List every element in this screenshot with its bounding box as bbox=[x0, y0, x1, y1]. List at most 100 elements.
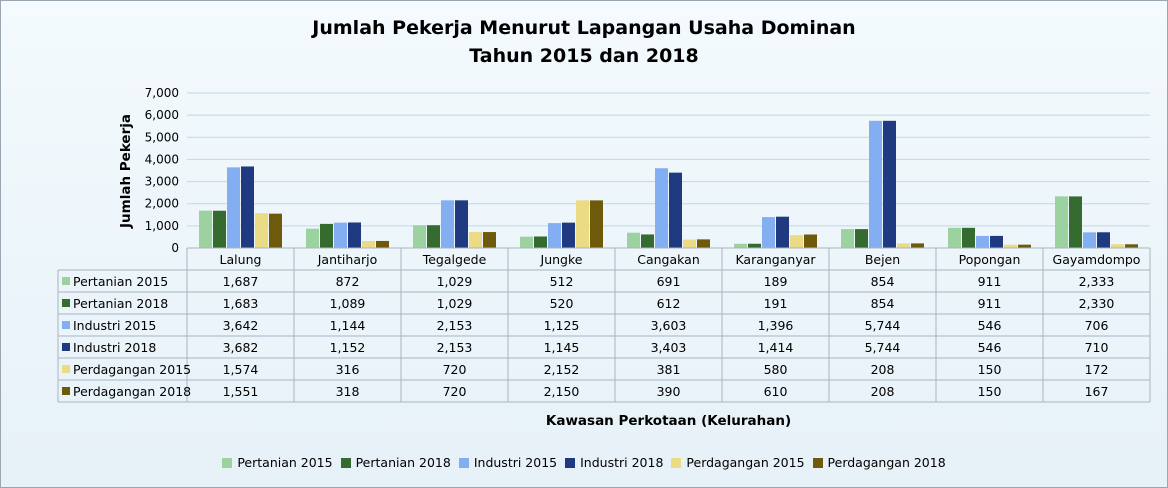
data-label: 172 bbox=[1085, 362, 1109, 377]
bar bbox=[748, 243, 761, 248]
table-series-label: Pertanian 2015 bbox=[73, 274, 168, 289]
data-label: 1,687 bbox=[223, 274, 259, 289]
data-label: 2,153 bbox=[437, 340, 473, 355]
bar bbox=[469, 232, 482, 248]
bar bbox=[897, 243, 910, 248]
data-label: 1,396 bbox=[758, 318, 794, 333]
data-label: 150 bbox=[978, 384, 1002, 399]
data-label: 1,145 bbox=[544, 340, 580, 355]
bar bbox=[1083, 232, 1096, 248]
data-label: 1,152 bbox=[330, 340, 366, 355]
bar bbox=[241, 166, 254, 248]
x-category-label: Bejen bbox=[865, 252, 900, 267]
legend-swatch bbox=[222, 457, 233, 468]
bar bbox=[697, 239, 710, 248]
data-label: 2,152 bbox=[544, 362, 580, 377]
legend-swatch bbox=[812, 457, 823, 468]
bar bbox=[776, 216, 789, 248]
chart-title: Jumlah Pekerja Menurut Lapangan Usaha Do… bbox=[312, 17, 856, 39]
bar bbox=[562, 222, 575, 248]
bar bbox=[911, 243, 924, 248]
bar bbox=[1018, 244, 1031, 248]
y-tick-label: 2,000 bbox=[145, 197, 179, 211]
legend-swatch bbox=[671, 457, 682, 468]
bar bbox=[641, 234, 654, 248]
legend-item: Pertanian 2015 bbox=[222, 455, 333, 470]
bar bbox=[213, 210, 226, 248]
y-tick-label: 5,000 bbox=[145, 130, 179, 144]
data-label: 854 bbox=[871, 296, 895, 311]
bar bbox=[306, 228, 319, 248]
x-axis-label: Kawasan Perkotaan (Kelurahan) bbox=[546, 413, 791, 429]
bar bbox=[762, 217, 775, 248]
bar bbox=[1055, 196, 1068, 248]
data-label: 911 bbox=[978, 274, 1002, 289]
data-label: 546 bbox=[978, 318, 1002, 333]
bar bbox=[413, 225, 426, 248]
table-series-label: Pertanian 2018 bbox=[73, 296, 168, 311]
data-label: 1,414 bbox=[758, 340, 794, 355]
x-category-label: Karanganyar bbox=[735, 252, 816, 267]
data-label: 1,574 bbox=[223, 362, 259, 377]
data-label: 710 bbox=[1085, 340, 1109, 355]
bar bbox=[1004, 244, 1017, 248]
legend-label: Pertanian 2015 bbox=[237, 455, 333, 470]
bar bbox=[841, 229, 854, 248]
data-label: 854 bbox=[871, 274, 895, 289]
bar bbox=[1097, 232, 1110, 248]
bar bbox=[962, 227, 975, 248]
x-category-label: Popongan bbox=[959, 252, 1021, 267]
data-label: 872 bbox=[336, 274, 360, 289]
bar bbox=[441, 200, 454, 248]
y-tick-label: 4,000 bbox=[145, 152, 179, 166]
bar bbox=[627, 232, 640, 248]
y-axis-label: Jumlah Pekerja bbox=[118, 114, 134, 229]
data-label: 318 bbox=[336, 384, 360, 399]
bar bbox=[790, 235, 803, 248]
bar bbox=[804, 234, 817, 248]
data-label: 208 bbox=[871, 362, 895, 377]
bar bbox=[990, 235, 1003, 248]
bar bbox=[734, 243, 747, 248]
table-legend-key bbox=[62, 299, 70, 307]
table-legend-key bbox=[62, 387, 70, 395]
data-label: 520 bbox=[550, 296, 574, 311]
data-label: 150 bbox=[978, 362, 1002, 377]
bar bbox=[1125, 244, 1138, 248]
table-series-label: Perdagangan 2015 bbox=[73, 362, 191, 377]
data-label: 381 bbox=[657, 362, 681, 377]
x-category-label: Tegalgede bbox=[422, 252, 487, 267]
data-label: 720 bbox=[443, 384, 467, 399]
data-label: 2,150 bbox=[544, 384, 580, 399]
table-series-label: Industri 2015 bbox=[73, 318, 156, 333]
data-label: 1,683 bbox=[223, 296, 259, 311]
bar bbox=[669, 172, 682, 248]
chart-legend: Pertanian 2015 Pertanian 2018 Industri 201… bbox=[1, 455, 1167, 471]
bar bbox=[869, 120, 882, 248]
bar bbox=[683, 239, 696, 248]
bar bbox=[427, 225, 440, 248]
y-tick-label: 3,000 bbox=[145, 175, 179, 189]
y-tick-label: 7,000 bbox=[145, 86, 179, 100]
legend-swatch bbox=[458, 457, 469, 468]
legend-label: Industri 2018 bbox=[580, 455, 664, 470]
data-label: 390 bbox=[657, 384, 681, 399]
bar bbox=[655, 168, 668, 248]
legend-label: Perdagangan 2018 bbox=[827, 455, 946, 470]
bar bbox=[348, 222, 361, 248]
bar bbox=[334, 222, 347, 248]
y-tick-label: 1,000 bbox=[145, 219, 179, 233]
bar bbox=[376, 240, 389, 248]
bar bbox=[455, 200, 468, 248]
data-label: 720 bbox=[443, 362, 467, 377]
legend-label: Perdagangan 2015 bbox=[686, 455, 805, 470]
data-label: 167 bbox=[1085, 384, 1109, 399]
legend-swatch bbox=[565, 457, 576, 468]
table-legend-key bbox=[62, 343, 70, 351]
x-category-label: Lalung bbox=[220, 252, 262, 267]
legend-swatch bbox=[340, 457, 351, 468]
bar bbox=[948, 227, 961, 248]
bar bbox=[362, 241, 375, 248]
